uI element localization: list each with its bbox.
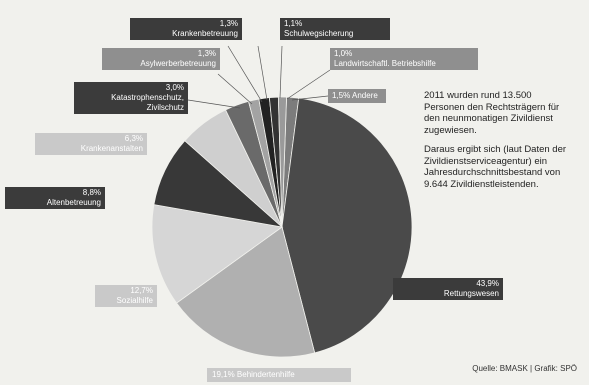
leader-line [257, 45, 268, 101]
label-krankenanstalten: 6,3% Krankenanstalten [35, 133, 147, 155]
leader-line [217, 73, 253, 105]
leader-line [279, 45, 283, 99]
label-rettungswesen: 43,9% Rettungswesen [393, 278, 503, 300]
label-landwirtschaft: 1,0% Landwirtschaftl. Betriebshilfe [330, 48, 478, 70]
leader-line [286, 69, 331, 100]
label-krankenbetreuung: 1,3% Krankenbetreuung [130, 18, 242, 40]
label-asylwerberbetreuung: 1,3% Asylwerberbetreuung [102, 48, 220, 70]
pie-slice-rettungswesen [281, 97, 413, 354]
pie-slice-sozialhilfe [151, 204, 284, 304]
annotation-paragraph-2: Daraus ergibt sich (laut Daten der Zivil… [424, 144, 567, 190]
label-sozialhilfe: 12,7% Sozialhilfe [95, 285, 157, 307]
label-altenbetreuung: 8,8% Altenbetreuung [5, 187, 105, 209]
label-behindertenhilfe: 19,1% Behindertenhilfe [207, 368, 351, 382]
leader-line [227, 45, 263, 103]
label-andere: 1,5% Andere [328, 89, 386, 103]
pie-slice-landwirtschaftl-betriebshilfe [277, 96, 287, 228]
annotation-text: 2011 wurden rund 13.500 Personen den Rec… [424, 90, 574, 198]
source-credit: Quelle: BMASK | Grafik: SPÖ [472, 364, 577, 373]
pie-slice-behindertenhilfe [176, 226, 316, 358]
annotation-paragraph-1: 2011 wurden rund 13.500 Personen den Rec… [424, 90, 560, 136]
leader-line [187, 99, 241, 109]
leader-line [291, 95, 329, 101]
label-schulwegsicherung: 1,1% Schulwegsicherung [280, 18, 390, 40]
label-katastrophenschutz: 3,0% Katastrophenschutz, Zivilschutz [74, 82, 188, 114]
